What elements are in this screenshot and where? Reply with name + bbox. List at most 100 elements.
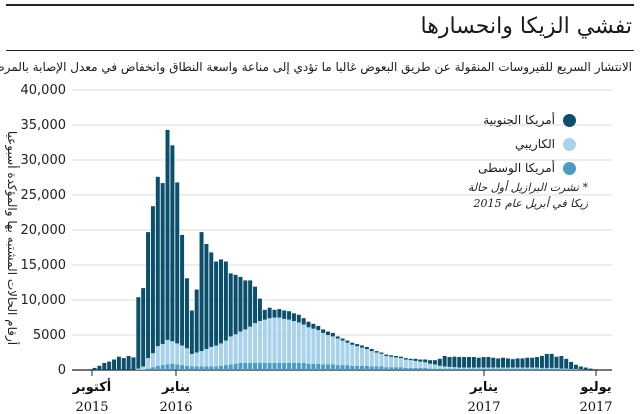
- bar-segment: [389, 355, 394, 357]
- bar-segment: [496, 367, 501, 369]
- bar-segment: [228, 273, 233, 337]
- bar-segment: [515, 368, 520, 370]
- bar-segment: [180, 345, 185, 366]
- bar-segment: [379, 353, 384, 367]
- bar-segment: [316, 330, 321, 364]
- bar-segment: [243, 280, 248, 330]
- bar-segment: [257, 298, 262, 321]
- bar-segment: [301, 318, 306, 325]
- bar-segment: [520, 358, 525, 368]
- bar-segment: [199, 232, 204, 352]
- legend-label-central-america: أمريكا الوسطى: [478, 161, 555, 175]
- bar-segment: [457, 368, 462, 370]
- bar-segment: [248, 326, 253, 363]
- bar-segment: [296, 322, 301, 363]
- bar-segment: [583, 367, 588, 370]
- bar-segment: [340, 340, 345, 366]
- bar-segment: [486, 368, 491, 370]
- bar-segment: [165, 339, 170, 365]
- bar-segment: [243, 329, 248, 363]
- bar-segment: [355, 346, 360, 366]
- bar-segment: [437, 365, 442, 369]
- bar-segment: [544, 353, 549, 368]
- bar-segment: [496, 358, 501, 368]
- bar-segment: [423, 359, 428, 363]
- bar-segment: [481, 368, 486, 370]
- x-tick-month: يناير: [161, 380, 190, 395]
- bar-segment: [340, 365, 345, 370]
- bar-segment: [311, 363, 316, 370]
- bar-segment: [219, 343, 223, 366]
- bar-segment: [131, 357, 136, 370]
- bar-segment: [452, 368, 457, 370]
- bar-segment: [432, 368, 437, 370]
- chart-title: تفشي الزيكا وانحسارها: [420, 14, 632, 39]
- y-tick-label: 0: [58, 363, 66, 378]
- bar-segment: [403, 359, 408, 368]
- x-tick-month: يوليو: [579, 380, 611, 395]
- bar-segment: [116, 356, 121, 370]
- bar-segment: [432, 360, 437, 365]
- bar-segment: [155, 346, 160, 366]
- bar-segment: [466, 368, 471, 370]
- bar-segment: [379, 366, 384, 370]
- bar-segment: [253, 363, 258, 370]
- bar-segment: [92, 367, 97, 370]
- bar-segment: [369, 349, 374, 352]
- bar-segment: [257, 321, 262, 363]
- bar-segment: [573, 369, 578, 370]
- bar-segment: [146, 358, 151, 369]
- bar-segment: [398, 358, 403, 368]
- bar-segment: [325, 335, 330, 365]
- bar-segment: [194, 366, 199, 370]
- bar-segment: [364, 365, 369, 370]
- y-tick-label: 30,000: [21, 153, 67, 168]
- bar-segment: [335, 336, 340, 339]
- bar-segment: [321, 329, 326, 333]
- legend-label-south-america: أمريكا الجنوبية: [483, 113, 555, 127]
- bar-segment: [539, 368, 544, 370]
- annotation-note: * نشرت البرازيل أول حالة زيكا في أبريل ع…: [467, 181, 588, 210]
- bar-segment: [549, 368, 554, 370]
- bar-segment: [457, 357, 462, 368]
- bar-segment: [530, 367, 535, 369]
- bar-segment: [530, 357, 535, 368]
- bar-segment: [340, 338, 345, 341]
- bar-segment: [204, 349, 209, 367]
- bar-segment: [384, 356, 389, 368]
- bar-segment: [335, 365, 340, 370]
- legend-swatch-caribbean: [563, 137, 576, 151]
- bar-segment: [442, 356, 447, 367]
- bar-segment: [311, 323, 316, 329]
- bar-segment: [282, 318, 287, 363]
- bar-segment: [535, 367, 540, 369]
- bar-segment: [248, 363, 253, 370]
- bar-segment: [262, 309, 267, 320]
- bar-segment: [423, 362, 428, 368]
- bar-segment: [175, 343, 180, 365]
- bar-segment: [214, 345, 219, 367]
- bar-segment: [564, 368, 569, 370]
- bar-segment: [170, 341, 175, 364]
- bar-segment: [112, 359, 117, 370]
- bar-segment: [350, 342, 355, 345]
- bar-segment: [150, 367, 155, 370]
- bar-segment: [194, 289, 199, 353]
- bar-segment: [510, 368, 515, 370]
- legend: أمريكا الجنوبية الكاريبي أمريكا الوسطى: [458, 108, 576, 180]
- y-axis-ticks: 0 5000 10,000 15,000 20,000 25,000 30,000 35,00…: [21, 83, 67, 378]
- bar-segment: [544, 368, 549, 370]
- legend-swatch-central-america: [563, 161, 576, 175]
- bar-segment: [466, 367, 471, 369]
- title-rule: [6, 50, 634, 51]
- bar-segment: [238, 276, 243, 332]
- bar-segment: [233, 363, 238, 370]
- bar-segment: [160, 365, 165, 370]
- bar-segment: [204, 244, 209, 349]
- bar-segment: [253, 286, 258, 324]
- x-tick-year: 2017: [467, 400, 500, 414]
- bar-segment: [476, 368, 481, 370]
- bar-segment: [97, 365, 102, 370]
- bar-segment: [457, 367, 462, 369]
- bar-segment: [535, 357, 540, 368]
